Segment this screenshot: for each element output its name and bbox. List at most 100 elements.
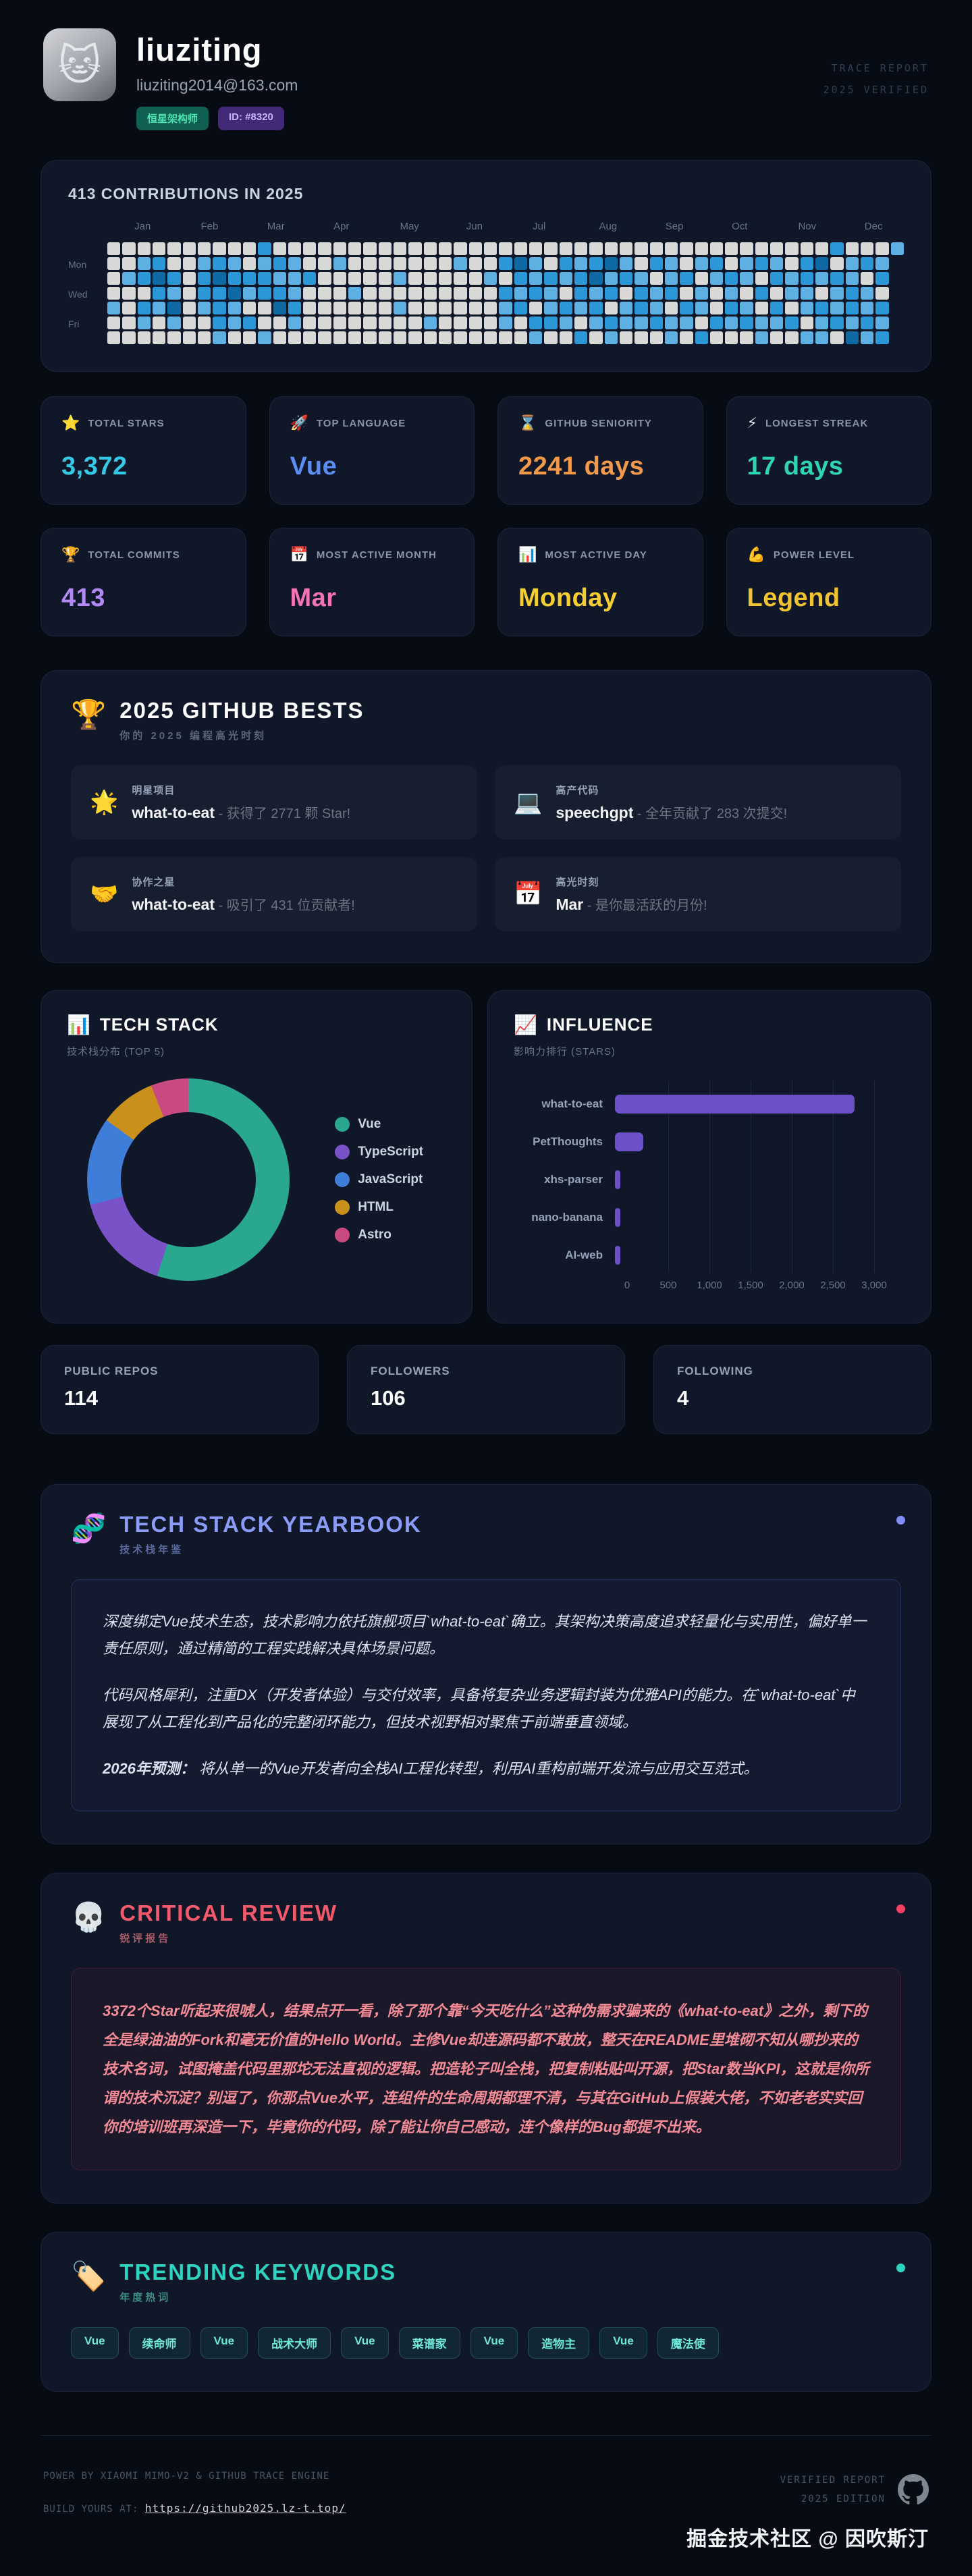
heatmap-cell <box>454 287 467 300</box>
heatmap-cell <box>378 242 392 255</box>
heatmap-cell <box>348 272 362 285</box>
heatmap-cell <box>454 331 467 344</box>
heatmap-cell <box>363 257 377 270</box>
heatmap-cell <box>167 331 181 344</box>
heatmap-cell <box>755 331 769 344</box>
heatmap-cell <box>740 257 753 270</box>
heatmap-cell <box>468 272 483 285</box>
contribution-heatmap <box>107 242 904 344</box>
heatmap-cell <box>137 287 151 300</box>
bar-track <box>615 1199 874 1236</box>
heatmap-cell <box>408 331 422 344</box>
best-item-text: 协作之星 what-to-eat - 吸引了 431 位贡献者! <box>132 875 354 914</box>
heatmap-cell <box>122 257 136 270</box>
heatmap-cell <box>122 302 136 314</box>
bests-title: 2025 GITHUB BESTS <box>119 698 364 723</box>
heatmap-cell <box>695 242 708 255</box>
tech-stack-title: TECH STACK <box>99 1014 219 1035</box>
heatmap-cell <box>649 317 663 329</box>
heatmap-cell <box>363 287 377 300</box>
heatmap-cell <box>318 302 331 314</box>
heatmap-cell <box>725 287 738 300</box>
heatmap-cell <box>423 257 437 270</box>
heatmap-cell <box>529 272 543 285</box>
heatmap-cell <box>861 317 874 329</box>
heatmap-cell <box>709 257 724 270</box>
heatmap-cell <box>152 331 166 344</box>
heatmap-cell <box>875 302 889 314</box>
stat-label: TOTAL STARS <box>88 417 165 429</box>
heatmap-cell <box>273 302 286 314</box>
heatmap-cell <box>182 317 196 329</box>
heatmap-month-label: Feb <box>200 221 219 232</box>
heatmap-cell <box>619 302 633 314</box>
heatmap-cell <box>755 242 769 255</box>
yearbook-titles: TECH STACK YEARBOOK 技术栈年鉴 <box>119 1513 421 1556</box>
keywords-subtitle: 年度热词 <box>119 2292 171 2304</box>
heatmap-cell <box>348 242 362 255</box>
heatmap-cell <box>454 242 467 255</box>
best-item-desc: - 吸引了 431 位贡献者! <box>215 898 355 913</box>
heatmap-cell <box>394 272 407 285</box>
keywords-title: TRENDING KEYWORDS <box>119 2259 397 2285</box>
rocket-icon: 🚀 <box>290 414 308 431</box>
heatmap-cell <box>740 317 753 329</box>
yearbook-subtitle: 技术栈年鉴 <box>119 1544 184 1556</box>
keyword-tag: 战术大师 <box>258 2327 331 2359</box>
footer-left: POWER BY XIAOMI MIMO-V2 & GITHUB TRACE E… <box>43 2471 346 2552</box>
heatmap-cell <box>408 242 422 255</box>
heatmap-cell <box>544 242 558 255</box>
heatmap-cell <box>363 272 377 285</box>
heatmap-cell <box>182 272 196 285</box>
stamp-line-1: TRACE REPORT <box>831 62 929 74</box>
heatmap-cell <box>468 257 483 270</box>
heatmap-cell <box>695 257 708 270</box>
axis-tick-label: 1,500 <box>738 1280 763 1291</box>
heatmap-cell <box>213 242 226 255</box>
best-item-desc: - 是你最活跃的月份! <box>583 898 707 913</box>
yearbook-prediction: 2026年预测： 将从单一的Vue开发者向全栈AI工程化转型，利用AI重构前端开… <box>103 1755 869 1782</box>
heatmap-month-label: Dec <box>864 221 883 232</box>
influence-card: 📈 INFLUENCE 影响力排行 (STARS) what-to-eat Pet… <box>487 990 932 1323</box>
heatmap-cell <box>709 242 724 255</box>
github-bests-card: 🏆 2025 GITHUB BESTS 你的 2025 编程高光时刻 🌟 明星项目… <box>40 670 932 963</box>
heatmap-cell <box>152 272 166 285</box>
heatmap-cell <box>137 242 151 255</box>
heatmap-cell <box>680 302 693 314</box>
build-url-link[interactable]: https://github2025.lz-t.top/ <box>144 2502 346 2515</box>
heatmap-cell <box>122 242 136 255</box>
calendar-icon: 📅 <box>290 546 308 563</box>
heatmap-cell <box>499 331 512 344</box>
heatmap-cell <box>242 331 256 344</box>
heatmap-cell <box>695 317 708 329</box>
heatmap-cell <box>468 287 483 300</box>
heatmap-cell <box>634 257 648 270</box>
contributions-card: 413 CONTRIBUTIONS IN 2025 Jan Feb Mar Apr Ma… <box>40 160 932 372</box>
heatmap-cell <box>408 272 422 285</box>
heatmap-cell <box>318 257 331 270</box>
heatmap-cell <box>574 242 588 255</box>
heatmap-cell <box>303 317 317 329</box>
trace-stamp: TRACE REPORT 2025 VERIFIED <box>824 58 929 101</box>
heatmap-month-labels: Jan Feb Mar Apr May Jun Jul Aug Sep Oct Nov Dec <box>107 221 904 237</box>
legend-label: Vue <box>358 1117 381 1131</box>
heatmap-cell <box>514 302 527 314</box>
heatmap-cell <box>695 302 708 314</box>
heatmap-cell <box>333 317 347 329</box>
legend-item: JavaScript <box>335 1172 423 1187</box>
heatmap-cell <box>589 242 603 255</box>
bar-category-label: PetThoughts <box>533 1135 603 1148</box>
bar-row: PetThoughts <box>514 1123 905 1161</box>
heatmap-cell <box>182 257 196 270</box>
heatmap-cell <box>725 257 738 270</box>
heatmap-day-label: Wed <box>68 289 88 300</box>
heatmap-cell <box>815 317 829 329</box>
stat-card-header: 💪 POWER LEVEL <box>747 547 911 562</box>
legend-dot <box>335 1228 350 1242</box>
review-accent-dot <box>896 1904 905 1913</box>
tech-stack-header: 📊 TECH STACK <box>67 1014 446 1036</box>
stat-card-header: ⚡ LONGEST STREAK <box>747 416 911 431</box>
heatmap-cell <box>303 242 317 255</box>
heatmap-cell <box>137 302 151 314</box>
heatmap-month-label: Aug <box>599 221 618 232</box>
